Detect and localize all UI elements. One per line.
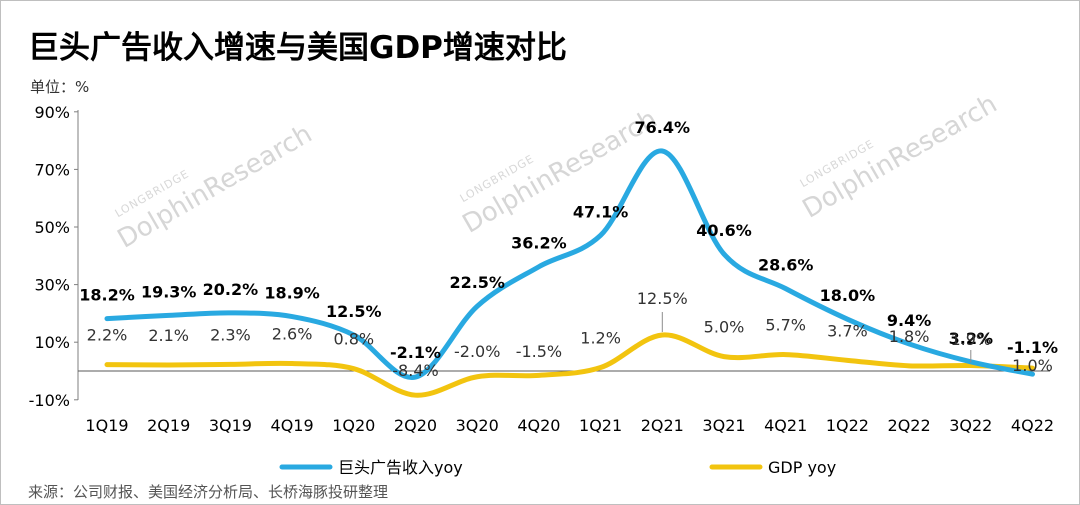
y-tick-label: -10% [29, 391, 70, 410]
x-tick-label: 3Q20 [456, 416, 499, 435]
source-note: 来源：公司财报、美国经济分析局、长桥海豚投研整理 [28, 483, 388, 501]
ad-revenue-line [104, 148, 1035, 380]
chart-title: 巨头广告收入增速与美国GDP增速对比 [28, 30, 567, 66]
gdp-data-label: 2.1% [148, 326, 189, 345]
x-tick-label: 2Q21 [641, 416, 684, 435]
gdp-line [104, 332, 1035, 398]
y-tick-label: 70% [34, 160, 70, 179]
data-labels: 18.2% 19.3% 20.2% 18.9% 12.5% -2.1% 22.5% 36.2%… [79, 118, 1058, 380]
watermark-text: DolphinResearch [113, 119, 318, 255]
x-tick-label: 2Q22 [888, 416, 931, 435]
x-tick-label: 2Q19 [147, 416, 190, 435]
gdp-data-label: 2.2% [87, 326, 128, 345]
ad-revenue-data-label: 12.5% [326, 302, 382, 321]
ad-revenue-data-label: 18.9% [264, 284, 320, 303]
x-tick-label: 1Q22 [826, 416, 869, 435]
x-tick-label: 1Q20 [332, 416, 375, 435]
ad-revenue-data-label: 47.1% [573, 202, 629, 221]
watermark-text: DolphinResearch [798, 89, 1003, 225]
gdp-data-label: 1.0% [1012, 356, 1053, 375]
ad-revenue-data-label: 28.6% [758, 256, 814, 275]
x-tick-label: 1Q19 [85, 416, 128, 435]
x-tick-label: 3Q19 [209, 416, 252, 435]
ad-revenue-data-label: 18.2% [79, 286, 135, 305]
x-tick-label: 4Q21 [764, 416, 807, 435]
x-tick-label: 4Q20 [517, 416, 560, 435]
gdp-data-label: 2.3% [210, 325, 251, 344]
ad-revenue-data-label: -1.1% [1007, 338, 1058, 357]
ad-revenue-data-label: 36.2% [511, 234, 567, 253]
ad-revenue-data-label: 76.4% [635, 118, 691, 137]
x-tick-label: 4Q22 [1011, 416, 1054, 435]
y-ticks: -10% 10% 30% 50% 70% 90% [29, 103, 78, 410]
x-tick-label: 2Q20 [394, 416, 437, 435]
x-tick-label: 4Q19 [271, 416, 314, 435]
y-tick-label: 10% [34, 333, 70, 352]
x-ticks: 1Q19 2Q19 3Q19 4Q19 1Q20 2Q20 3Q20 4Q20 1Q21 2Q21… [85, 416, 1054, 435]
gdp-data-label: -1.5% [516, 342, 562, 361]
gdp-data-label: 12.5% [637, 289, 688, 308]
gdp-data-label: -8.4% [392, 361, 438, 380]
y-tick-label: 90% [34, 103, 70, 122]
ad-revenue-data-label: 3.2% [949, 329, 993, 348]
ad-revenue-data-label: 9.4% [887, 311, 931, 330]
ad-revenue-data-label: 20.2% [203, 280, 259, 299]
gdp-data-label: 2.6% [272, 325, 313, 344]
gdp-data-label: 0.8% [333, 330, 374, 349]
gdp-data-label: -2.0% [454, 342, 500, 361]
series-lines [104, 148, 1035, 398]
legend-label-ad: 巨头广告收入yoy [338, 458, 463, 477]
unit-label: 单位：% [30, 78, 89, 96]
gdp-data-label: 1.8% [889, 327, 930, 346]
ad-revenue-data-label: 22.5% [449, 273, 505, 292]
gdp-data-label: 1.2% [580, 329, 621, 348]
ad-revenue-data-label: -2.1% [390, 343, 441, 362]
gdp-data-label: 3.7% [827, 321, 868, 340]
y-tick-label: 30% [34, 276, 70, 295]
ad-revenue-data-label: 18.0% [820, 286, 876, 305]
y-tick-label: 50% [34, 218, 70, 237]
legend-label-gdp: GDP yoy [768, 458, 836, 477]
ad-revenue-data-label: 19.3% [141, 282, 197, 301]
gdp-data-label: 1.9% [950, 330, 991, 349]
watermark-text: DolphinResearch [458, 104, 663, 240]
x-tick-label: 1Q21 [579, 416, 622, 435]
gdp-data-label: 5.7% [765, 316, 806, 335]
legend: 巨头广告收入yoy GDP yoy [279, 458, 836, 477]
x-tick-label: 3Q21 [702, 416, 745, 435]
x-tick-label: 3Q22 [949, 416, 992, 435]
ad-revenue-data-label: 40.6% [696, 221, 752, 240]
gdp-data-label: 5.0% [704, 318, 745, 337]
